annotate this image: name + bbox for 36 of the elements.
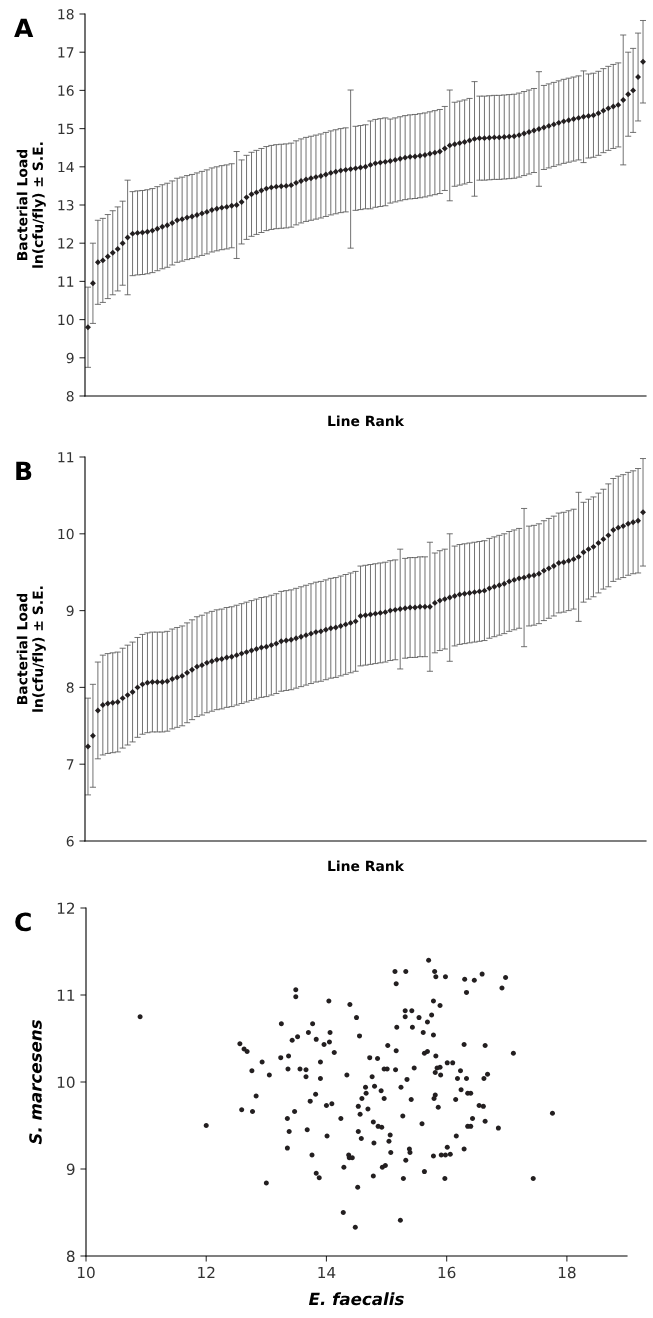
x-tick-label: 14 (318, 1266, 336, 1279)
y-tick-label: 18 (58, 8, 74, 20)
y-tick-label: 15 (58, 123, 74, 135)
x-tick-label: 18 (558, 1266, 576, 1279)
y-axis-title: Bacterial Load ln(cfu/fly) ± S.E. (16, 142, 46, 268)
y-tick-label: 17 (58, 47, 74, 58)
x-tick-label: 12 (198, 1266, 215, 1279)
y-tick-label: 11 (57, 989, 75, 1001)
y-tick-label: 8 (66, 682, 74, 693)
y-tick-label: 12 (57, 902, 75, 914)
chart-title: C (15, 912, 31, 932)
x-tick-label: 16 (438, 1266, 456, 1279)
x-axis-title: Line Rank (328, 415, 405, 427)
y-tick-label: 10 (57, 1076, 75, 1089)
y-tick-label: 13 (58, 199, 74, 211)
chart-title: B (16, 461, 32, 480)
y-tick-label: 8 (66, 390, 74, 402)
y-tick-label: 11 (58, 452, 74, 463)
y-tick-label: 10 (58, 528, 74, 540)
x-axis-title: E. faecalis (308, 1292, 404, 1306)
y-tick-label: 14 (58, 161, 74, 173)
chart-title: A (14, 18, 34, 37)
y-tick-label: 16 (58, 85, 74, 96)
y-tick-label: 7 (66, 759, 74, 770)
y-tick-label: 9 (66, 352, 74, 364)
x-tick-label: 10 (77, 1266, 95, 1279)
y-tick-label: 6 (66, 835, 74, 847)
x-axis-title: Line Rank (328, 860, 405, 872)
y-tick-label: 11 (58, 276, 74, 287)
y-axis-title: Bacterial Load ln(cfu/fly) ± S.E. (16, 586, 46, 712)
y-tick-label: 10 (58, 314, 74, 326)
y-tick-label: 9 (66, 605, 74, 617)
y-tick-label: 12 (58, 238, 74, 249)
y-tick-label: 8 (66, 1250, 75, 1263)
y-axis-title: S. marcesens (29, 1020, 42, 1145)
y-tick-label: 9 (66, 1163, 75, 1176)
